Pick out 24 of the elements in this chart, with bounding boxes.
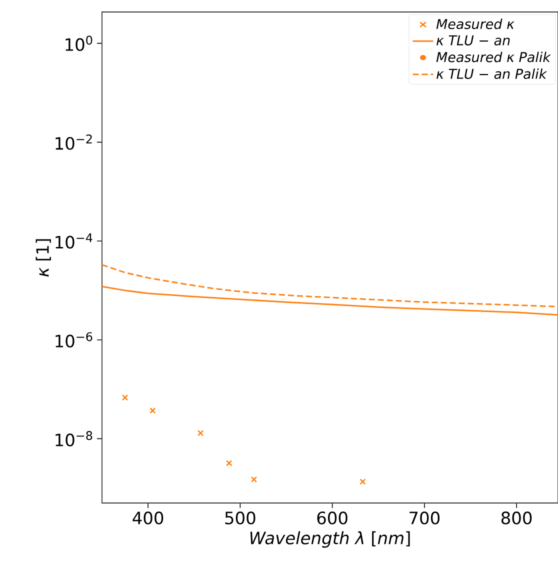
y-tick-label: 10$^{0}$ xyxy=(66,36,92,51)
legend-label: κ TLU − an xyxy=(436,35,510,46)
point xyxy=(226,460,232,466)
y-axis-title: κ [1] xyxy=(36,239,51,277)
y-tick-label: 10$^{−4}$ xyxy=(56,233,92,249)
x-tick-label: 800 xyxy=(501,512,532,524)
y-tick-label: 10$^{−2}$ xyxy=(56,134,92,150)
point xyxy=(150,407,156,414)
point xyxy=(122,394,128,401)
x-axis-title: Wavelength λ [nm] xyxy=(250,531,410,548)
x-tick-label: 400 xyxy=(132,512,164,524)
point xyxy=(250,476,258,483)
legend-label: Measured κ xyxy=(436,18,514,30)
y-tick-label: 10$^{−6}$ xyxy=(56,332,92,348)
x-tick-label: 700 xyxy=(410,512,440,524)
point xyxy=(360,478,366,485)
x-tick-label: 500 xyxy=(225,512,256,524)
legend-label: κ TLU − an Palik xyxy=(436,68,548,79)
point xyxy=(197,430,204,436)
legend-label: Measured κ Palik xyxy=(436,52,551,62)
y-tick-label: 10$^{−8}$ xyxy=(56,431,92,446)
line-series xyxy=(102,286,558,316)
line-series xyxy=(102,264,558,308)
x-tick-label: 600 xyxy=(317,512,348,524)
